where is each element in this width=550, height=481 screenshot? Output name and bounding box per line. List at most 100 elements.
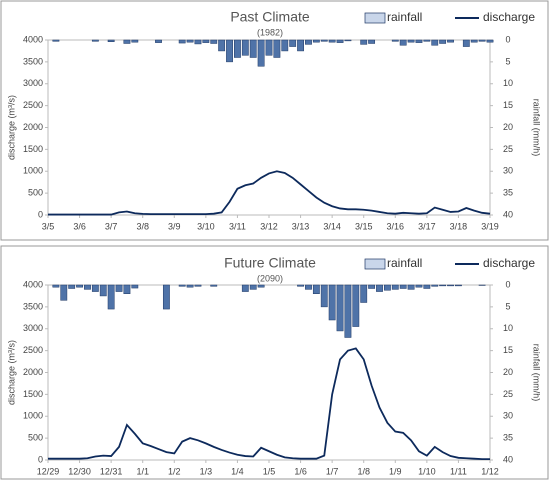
rain-bar: [360, 284, 368, 303]
rain-bar: [257, 284, 265, 288]
rain-bar: [123, 284, 131, 294]
rain-bar: [91, 284, 99, 292]
rain-bar: [376, 284, 383, 292]
rain-bar: [439, 39, 447, 44]
discharge-line: [48, 347, 490, 461]
rain-bar: [423, 39, 431, 42]
legend-swatch: [364, 12, 386, 24]
rain-bar: [257, 39, 265, 67]
x-tick-label: 1/8: [357, 466, 370, 476]
x-tick-label: 3/18: [450, 221, 468, 231]
rain-bar: [431, 284, 439, 287]
rain-bar: [344, 39, 352, 42]
rain-bar: [312, 39, 320, 43]
rain-bar: [186, 284, 194, 288]
rain-bar: [226, 39, 233, 63]
rain-bar: [391, 284, 399, 290]
rain-bar: [202, 39, 210, 43]
rain-bar: [336, 284, 344, 332]
y-tick-label: 4000: [23, 279, 43, 289]
rain-bar: [447, 284, 454, 287]
x-tick-label: 1/7: [326, 466, 339, 476]
rain-bar: [52, 284, 60, 288]
y2-tick-label: 40: [503, 454, 513, 464]
discharge-line: [48, 170, 491, 216]
rain-bar: [407, 284, 415, 290]
y-tick-label: 1500: [23, 389, 43, 399]
x-tick-label: 3/17: [418, 221, 436, 231]
rain-bar: [305, 39, 312, 45]
rain-bar: [218, 39, 226, 52]
x-tick-label: 1/10: [418, 466, 436, 476]
rain-bar: [115, 284, 123, 292]
rain-bar: [344, 284, 352, 338]
rain-bar: [194, 39, 202, 45]
y-tick-label: 500: [28, 433, 43, 443]
x-tick-label: 3/13: [292, 221, 310, 231]
rain-bar: [297, 284, 304, 287]
y-tick-label: 0: [38, 454, 43, 464]
y2-tick-label: 25: [503, 389, 513, 399]
rain-bar: [155, 39, 162, 43]
rain-bar: [52, 39, 60, 42]
rain-bar: [68, 284, 76, 289]
x-tick-label: 3/9: [168, 221, 181, 231]
y-tick-label: 3000: [23, 78, 43, 88]
rain-bar: [107, 39, 115, 42]
rain-bar: [99, 284, 107, 297]
y-tick-label: 2500: [23, 100, 43, 110]
rain-bar: [60, 284, 68, 301]
rain-bar: [470, 39, 478, 43]
rain-bar: [383, 284, 391, 291]
panel-frame: [0, 0, 549, 241]
x-tick-label: 3/5: [42, 221, 55, 231]
rain-bar: [76, 284, 83, 288]
rain-bar: [415, 284, 423, 288]
x-tick-label: 1/12: [481, 466, 499, 476]
rain-bar: [162, 284, 170, 310]
x-tick-label: 3/12: [260, 221, 278, 231]
rain-bar: [210, 284, 218, 287]
x-tick-label: 3/15: [355, 221, 373, 231]
y2-tick-label: 10: [503, 78, 513, 88]
rain-bar: [312, 284, 320, 294]
y2-tick-label: 40: [503, 209, 513, 219]
rain-bar: [131, 39, 139, 43]
rain-bar: [399, 39, 407, 46]
x-tick-label: 3/14: [323, 221, 341, 231]
rain-bar: [328, 39, 336, 43]
rain-bar: [123, 39, 131, 44]
rain-bar: [399, 284, 407, 289]
y-axis-label: discharge (m³/s): [6, 340, 16, 405]
rain-bar: [368, 284, 376, 289]
y2-tick-label: 0: [505, 279, 510, 289]
y2-axis-label: rainfall (mm/h): [532, 344, 542, 402]
rain-bar: [391, 39, 399, 42]
legend-label: discharge: [483, 256, 535, 270]
y2-tick-label: 15: [503, 100, 513, 110]
x-tick-label: 1/4: [231, 466, 244, 476]
rain-bar: [186, 39, 194, 43]
x-tick-label: 3/11: [229, 221, 246, 231]
y-tick-label: 1000: [23, 411, 43, 421]
x-tick-label: 3/7: [105, 221, 118, 231]
rain-bar: [107, 284, 115, 310]
x-tick-label: 3/10: [197, 221, 215, 231]
rain-bar: [431, 39, 439, 46]
x-tick-label: 12/31: [100, 466, 123, 476]
x-tick-label: 12/30: [68, 466, 91, 476]
legend-label: discharge: [483, 10, 535, 24]
rain-bar: [423, 284, 431, 289]
rain-bar: [84, 284, 91, 290]
x-tick-label: 3/8: [136, 221, 149, 231]
y-axis-label: discharge (m³/s): [6, 95, 16, 160]
y-tick-label: 3500: [23, 301, 43, 311]
chart-subtitle: (2090): [257, 273, 283, 283]
legend-label: rainfall: [387, 10, 422, 24]
y-tick-label: 1500: [23, 144, 43, 154]
legend-swatch: [364, 258, 386, 270]
y2-tick-label: 30: [503, 411, 513, 421]
rain-bar: [368, 39, 376, 44]
rain-bar: [455, 284, 462, 287]
rain-bar: [249, 39, 257, 58]
